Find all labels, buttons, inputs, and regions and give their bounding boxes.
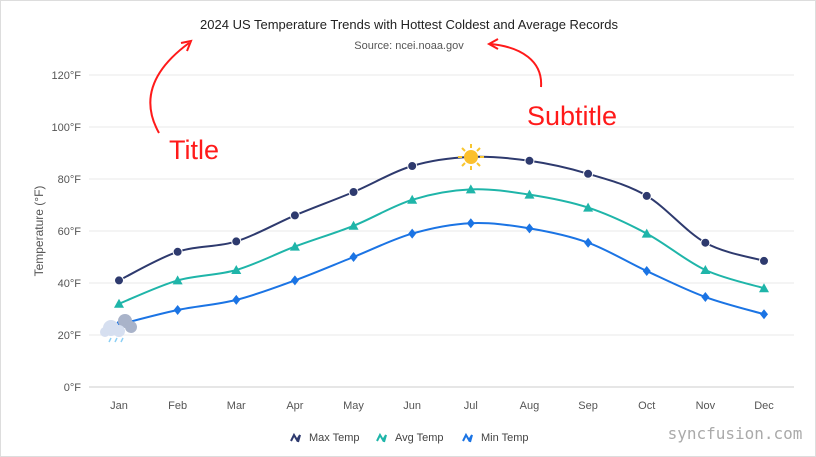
- data-point[interactable]: [759, 255, 769, 266]
- x-tick-label: Mar: [227, 400, 246, 412]
- data-point[interactable]: [114, 298, 124, 308]
- sun-icon: [458, 144, 484, 170]
- x-tick-label: Feb: [168, 400, 187, 412]
- legend-item[interactable]: Max Temp: [309, 432, 360, 444]
- x-tick-label: Dec: [754, 400, 774, 412]
- data-point[interactable]: [232, 294, 241, 305]
- data-point[interactable]: [407, 194, 418, 204]
- y-tick-label: 60°F: [58, 226, 82, 238]
- legend-icon: [462, 432, 473, 443]
- chart-title: 2024 US Temperature Trends with Hottest …: [200, 17, 618, 32]
- y-tick-label: 120°F: [52, 70, 82, 82]
- title-callout-label: Title: [169, 135, 219, 165]
- data-point[interactable]: [290, 275, 299, 286]
- data-point[interactable]: [700, 237, 711, 248]
- data-point[interactable]: [349, 252, 358, 262]
- data-point[interactable]: [407, 161, 418, 171]
- x-tick-label: Jul: [464, 400, 478, 412]
- data-point[interactable]: [231, 236, 242, 247]
- data-point[interactable]: [583, 168, 594, 179]
- data-point[interactable]: [642, 266, 651, 277]
- data-point[interactable]: [465, 184, 476, 194]
- y-tick-label: 100°F: [52, 122, 82, 134]
- data-point[interactable]: [348, 187, 359, 197]
- data-point[interactable]: [172, 275, 183, 285]
- x-tick-label: Jun: [403, 400, 421, 412]
- y-tick-label: 80°F: [58, 174, 82, 186]
- arrow-icon: [486, 38, 499, 50]
- data-point[interactable]: [524, 189, 535, 199]
- watermark: syncfusion.com: [668, 424, 803, 443]
- y-tick-label: 20°F: [58, 330, 82, 342]
- x-tick-label: Sep: [578, 400, 598, 412]
- data-point[interactable]: [641, 228, 652, 238]
- arrow-icon: [180, 39, 193, 52]
- data-point[interactable]: [114, 275, 124, 286]
- data-point[interactable]: [348, 220, 359, 230]
- subtitle-callout: Subtitle: [486, 38, 617, 131]
- legend-icon: [290, 432, 301, 443]
- data-point[interactable]: [641, 190, 652, 201]
- x-tick-label: Oct: [638, 400, 655, 412]
- data-point[interactable]: [231, 265, 242, 274]
- data-point[interactable]: [759, 283, 769, 293]
- x-tick-label: Aug: [520, 400, 540, 412]
- data-point[interactable]: [760, 309, 768, 320]
- data-point[interactable]: [173, 305, 182, 316]
- data-point[interactable]: [172, 246, 183, 257]
- subtitle-callout-label: Subtitle: [527, 101, 617, 131]
- data-point[interactable]: [700, 265, 711, 274]
- title-callout: Title: [149, 39, 219, 165]
- data-point[interactable]: [524, 155, 535, 166]
- y-tick-label: 40°F: [58, 278, 82, 290]
- x-tick-label: Apr: [286, 400, 303, 412]
- data-point[interactable]: [525, 223, 534, 234]
- rain-cloud-icon: [100, 314, 137, 343]
- x-tick-label: Jan: [110, 400, 128, 412]
- data-point[interactable]: [408, 228, 417, 239]
- data-point[interactable]: [289, 241, 300, 251]
- series-line-max-temp: [118, 155, 765, 282]
- series-line-avg-temp: [118, 188, 765, 305]
- data-point[interactable]: [584, 237, 593, 248]
- legend-icon: [376, 432, 387, 443]
- y-axis-label: Temperature (°F): [32, 186, 46, 277]
- data-point[interactable]: [289, 210, 300, 221]
- x-tick-label: Nov: [696, 400, 716, 412]
- x-tick-label: May: [343, 400, 364, 412]
- data-point[interactable]: [466, 218, 475, 229]
- chart-subtitle: Source: ncei.noaa.gov: [354, 40, 464, 52]
- y-tick-label: 0°F: [64, 382, 82, 394]
- data-point[interactable]: [583, 202, 594, 212]
- legend-item[interactable]: Min Temp: [481, 432, 528, 444]
- legend-item[interactable]: Avg Temp: [395, 432, 444, 444]
- data-point[interactable]: [701, 292, 710, 303]
